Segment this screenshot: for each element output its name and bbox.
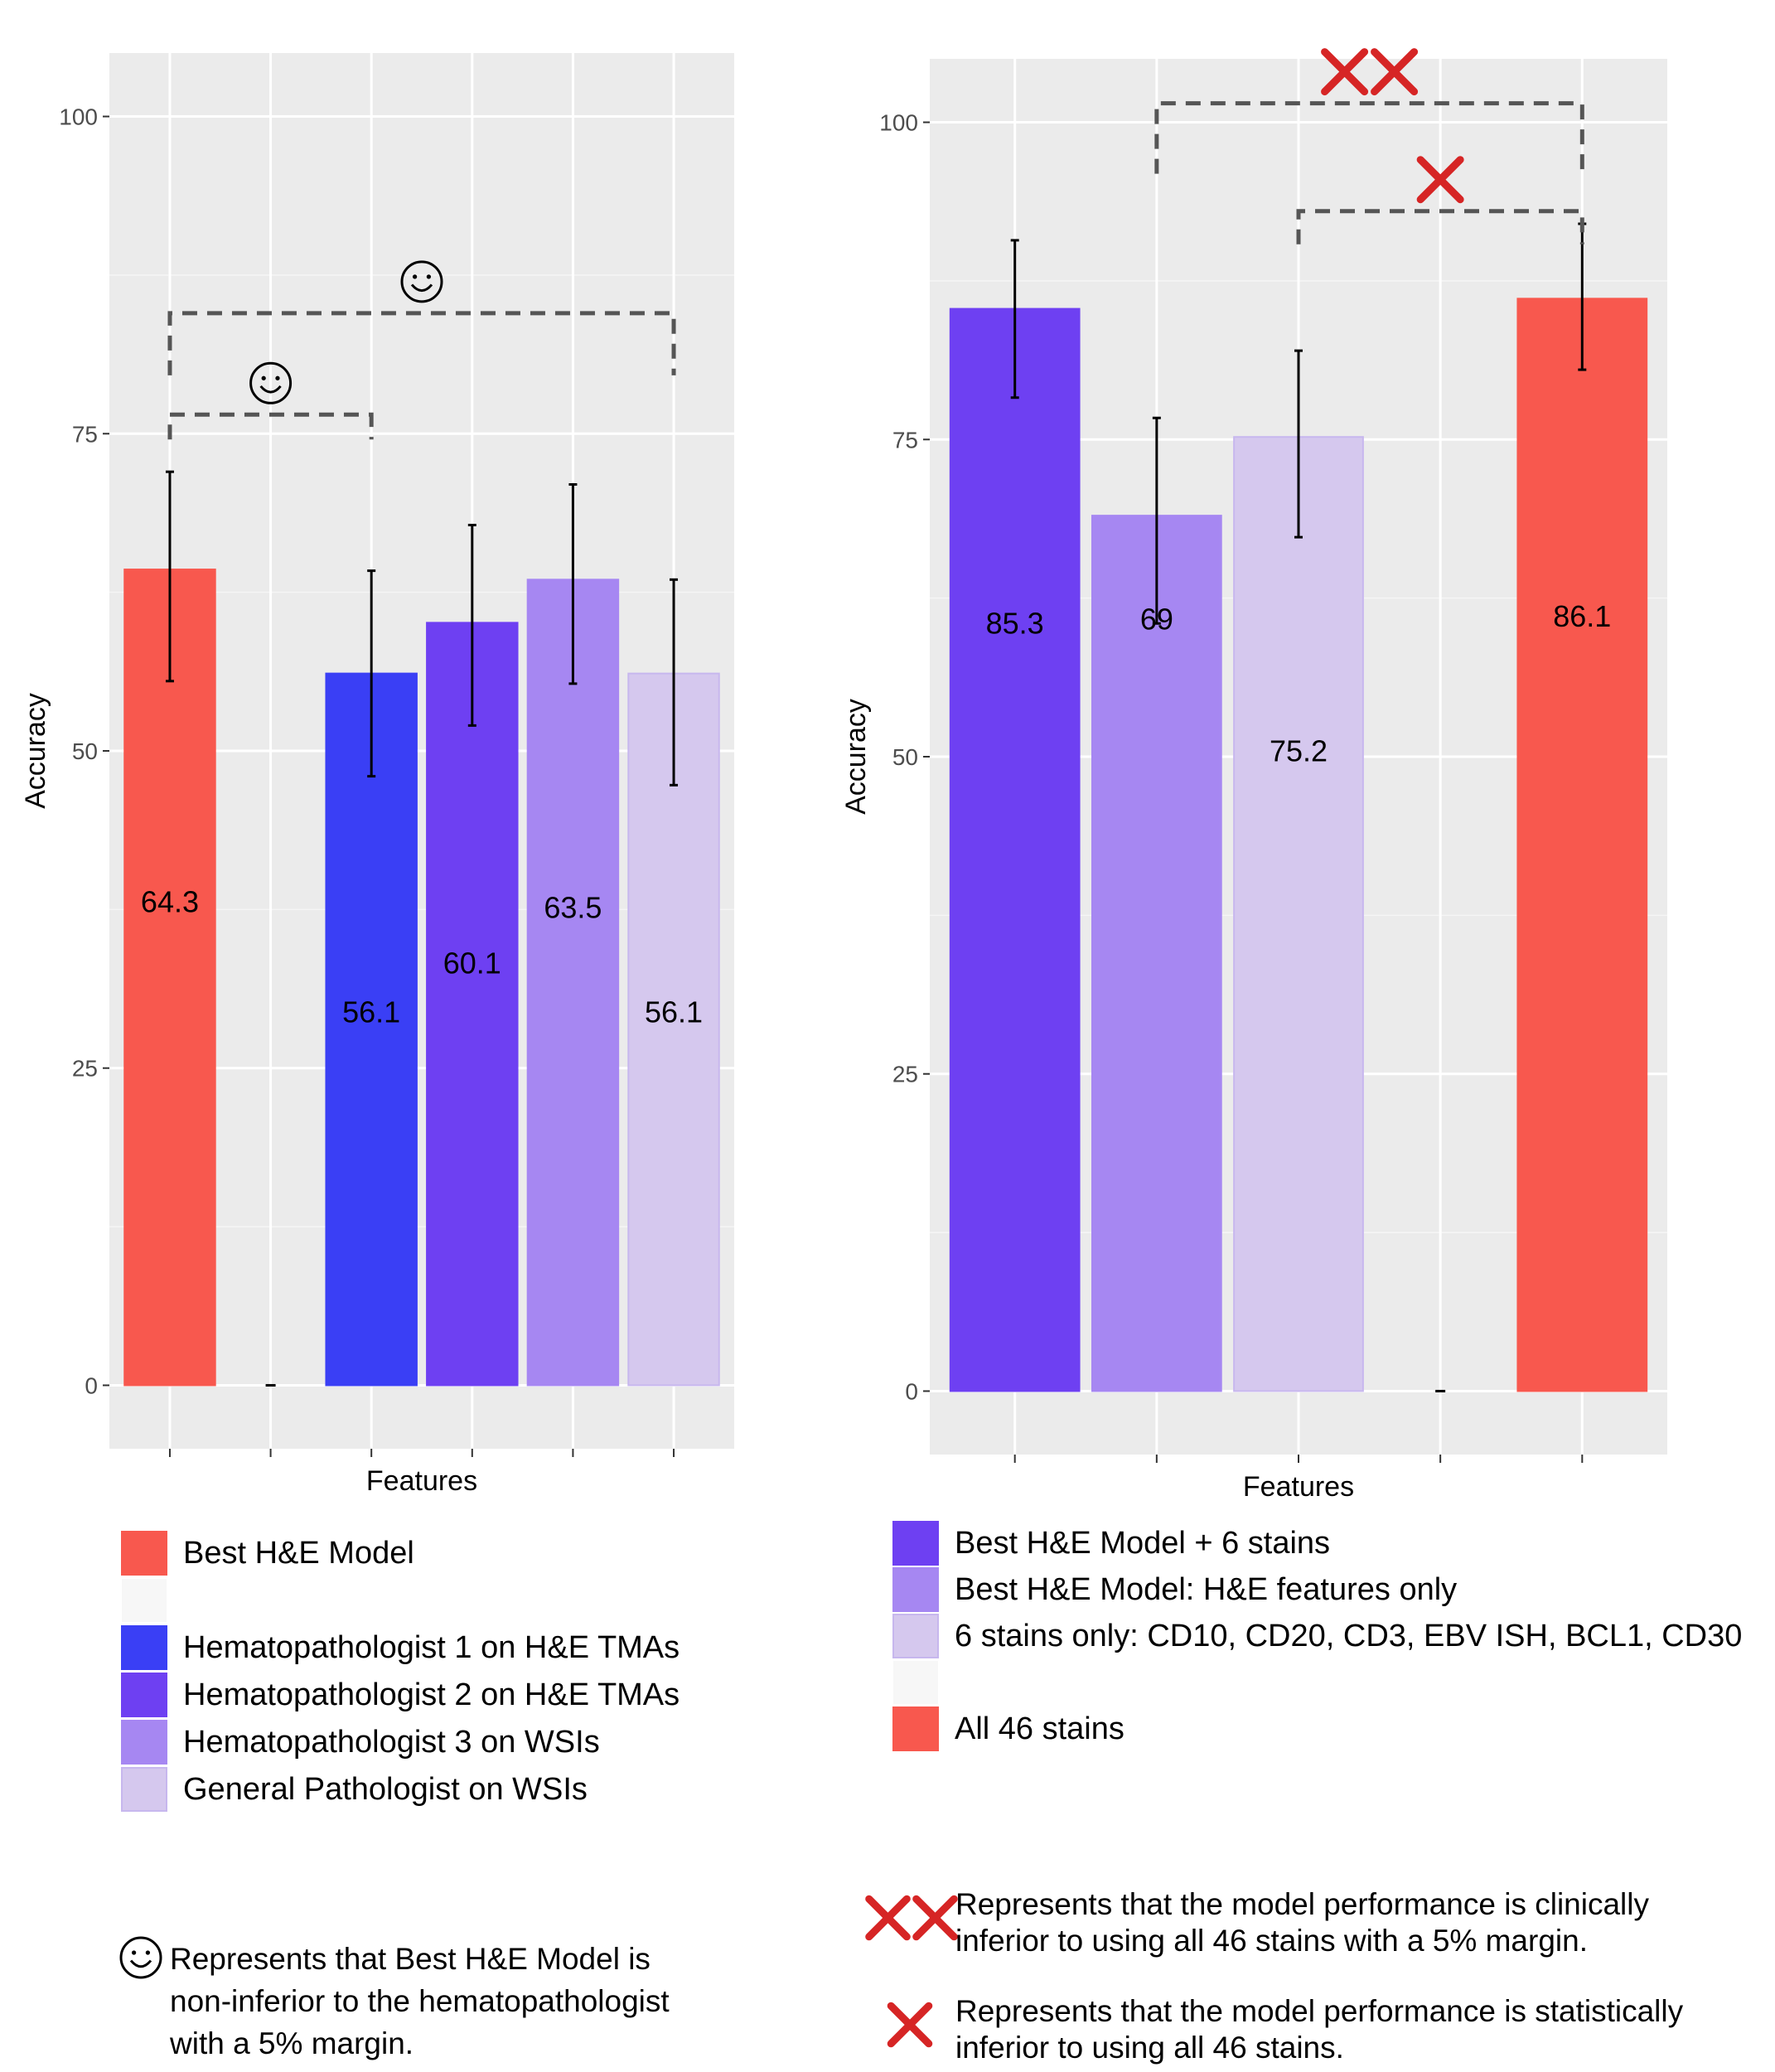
- legend-swatch: [892, 1706, 939, 1751]
- comparison-bracket: [1296, 209, 1584, 244]
- cross-icon: [1321, 48, 1369, 96]
- bar-value-label: 86.1: [1553, 599, 1611, 633]
- legend-swatch: [121, 1531, 167, 1576]
- legend-swatch: [893, 1661, 938, 1704]
- bar-value-label: 63.5: [544, 891, 602, 925]
- comparison-bracket: [167, 311, 676, 375]
- legend-swatch: [121, 1673, 167, 1717]
- note-text-line: Represents that the model performance is…: [955, 1994, 1684, 2028]
- y-axis-title: Accuracy: [20, 693, 51, 809]
- legend-label: Best H&E Model + 6 stains: [955, 1526, 1330, 1561]
- y-tick-label: 75: [892, 427, 918, 453]
- smiley-mouth: [259, 385, 282, 394]
- cross-stroke: [865, 1895, 911, 1941]
- y-tick-label: 50: [72, 738, 98, 764]
- legend-label: General Pathologist on WSIs: [183, 1772, 588, 1807]
- bar-value-label: 64.3: [141, 885, 199, 919]
- y-tick-label: 0: [905, 1378, 918, 1404]
- smiley-icon: [249, 361, 293, 404]
- y-tick-label: 100: [879, 110, 918, 136]
- legend-label: Best H&E Model: [183, 1536, 414, 1571]
- legend-swatch: [121, 1720, 167, 1765]
- bar: [325, 672, 418, 1387]
- bar-value-label: 56.1: [645, 995, 703, 1029]
- smiley-face: [119, 1936, 162, 1979]
- cross-icon: [887, 2002, 933, 2048]
- y-tick-label: 25: [892, 1062, 918, 1087]
- bar: [426, 622, 519, 1387]
- legend-label: Hematopathologist 3 on WSIs: [183, 1725, 600, 1760]
- y-tick-label: 0: [85, 1372, 98, 1398]
- legend-label: Hematopathologist 1 on H&E TMAs: [183, 1630, 680, 1665]
- note-text-line: Represents that the model performance is…: [955, 1887, 1649, 1921]
- smiley-icon: [400, 260, 443, 303]
- smiley-eye: [145, 1950, 151, 1955]
- legend-label: All 46 stains: [955, 1711, 1124, 1746]
- note-text-line: non-inferior to the hematopathologist: [170, 1984, 670, 2018]
- cross-icon: [865, 1895, 911, 1941]
- legend-swatch: [892, 1614, 939, 1658]
- y-tick-label: 50: [892, 744, 918, 770]
- comparison-bracket: [1154, 101, 1584, 174]
- cross-stroke: [887, 2002, 933, 2048]
- smiley-eye: [131, 1950, 137, 1955]
- legend-swatch: [892, 1521, 939, 1566]
- comparison-bracket: [167, 412, 374, 440]
- y-tick-label: 100: [59, 104, 98, 130]
- legend-swatch: [121, 1625, 167, 1670]
- bar: [1233, 436, 1364, 1392]
- legend-swatch: [121, 1767, 167, 1812]
- smiley-eye: [261, 375, 266, 380]
- legend-swatch: [892, 1567, 939, 1612]
- bar: [526, 579, 620, 1387]
- smiley-icon: [119, 1936, 162, 1979]
- legend-label: Hematopathologist 2 on H&E TMAs: [183, 1677, 680, 1712]
- cross-icon: [1371, 48, 1419, 96]
- smiley-eye: [412, 274, 418, 279]
- left-chart: 0 25 50 75 100 64.3 56.1 60.1 63.5 56.1 Features Ac…: [20, 53, 734, 2060]
- y-tick-label: 25: [72, 1056, 98, 1082]
- bar: [123, 569, 216, 1387]
- bar-value-label: 75.2: [1270, 734, 1328, 768]
- cross-icon: [1416, 156, 1464, 204]
- y-axis-title: Accuracy: [840, 699, 872, 815]
- y-tick-label: 75: [72, 421, 98, 447]
- smiley-face: [249, 361, 293, 404]
- bar-value-label: 56.1: [342, 995, 400, 1029]
- cross-stroke: [912, 1895, 958, 1941]
- cross-stroke: [1321, 48, 1369, 96]
- note-text-line: Represents that Best H&E Model is: [170, 1942, 651, 1976]
- smiley-mouth: [129, 1959, 152, 1968]
- x-axis-title: Features: [366, 1465, 477, 1497]
- note-text-line: with a 5% margin.: [169, 2026, 414, 2060]
- smiley-mouth: [410, 283, 433, 293]
- bar-value-label: 85.3: [986, 606, 1044, 640]
- cross-icon: [912, 1895, 958, 1941]
- legend-label: Best H&E Model: H&E features only: [955, 1572, 1457, 1607]
- bar: [627, 672, 720, 1387]
- cross-stroke: [1371, 48, 1419, 96]
- bar-value-label: 60.1: [443, 946, 501, 980]
- smiley-eye: [275, 375, 280, 380]
- note-text-line: inferior to using all 46 stains.: [955, 2031, 1344, 2065]
- legend-swatch: [122, 1579, 167, 1622]
- note-text-line: inferior to using all 46 stains with a 5…: [955, 1924, 1588, 1958]
- bar: [1516, 298, 1648, 1392]
- smiley-face: [400, 260, 443, 303]
- x-axis-title: Features: [1243, 1471, 1354, 1503]
- bar: [949, 307, 1081, 1392]
- smiley-eye: [426, 274, 432, 279]
- cross-stroke: [1416, 156, 1464, 204]
- legend-label: 6 stains only: CD10, CD20, CD3, EBV ISH,…: [955, 1619, 1742, 1653]
- bar: [1091, 515, 1222, 1392]
